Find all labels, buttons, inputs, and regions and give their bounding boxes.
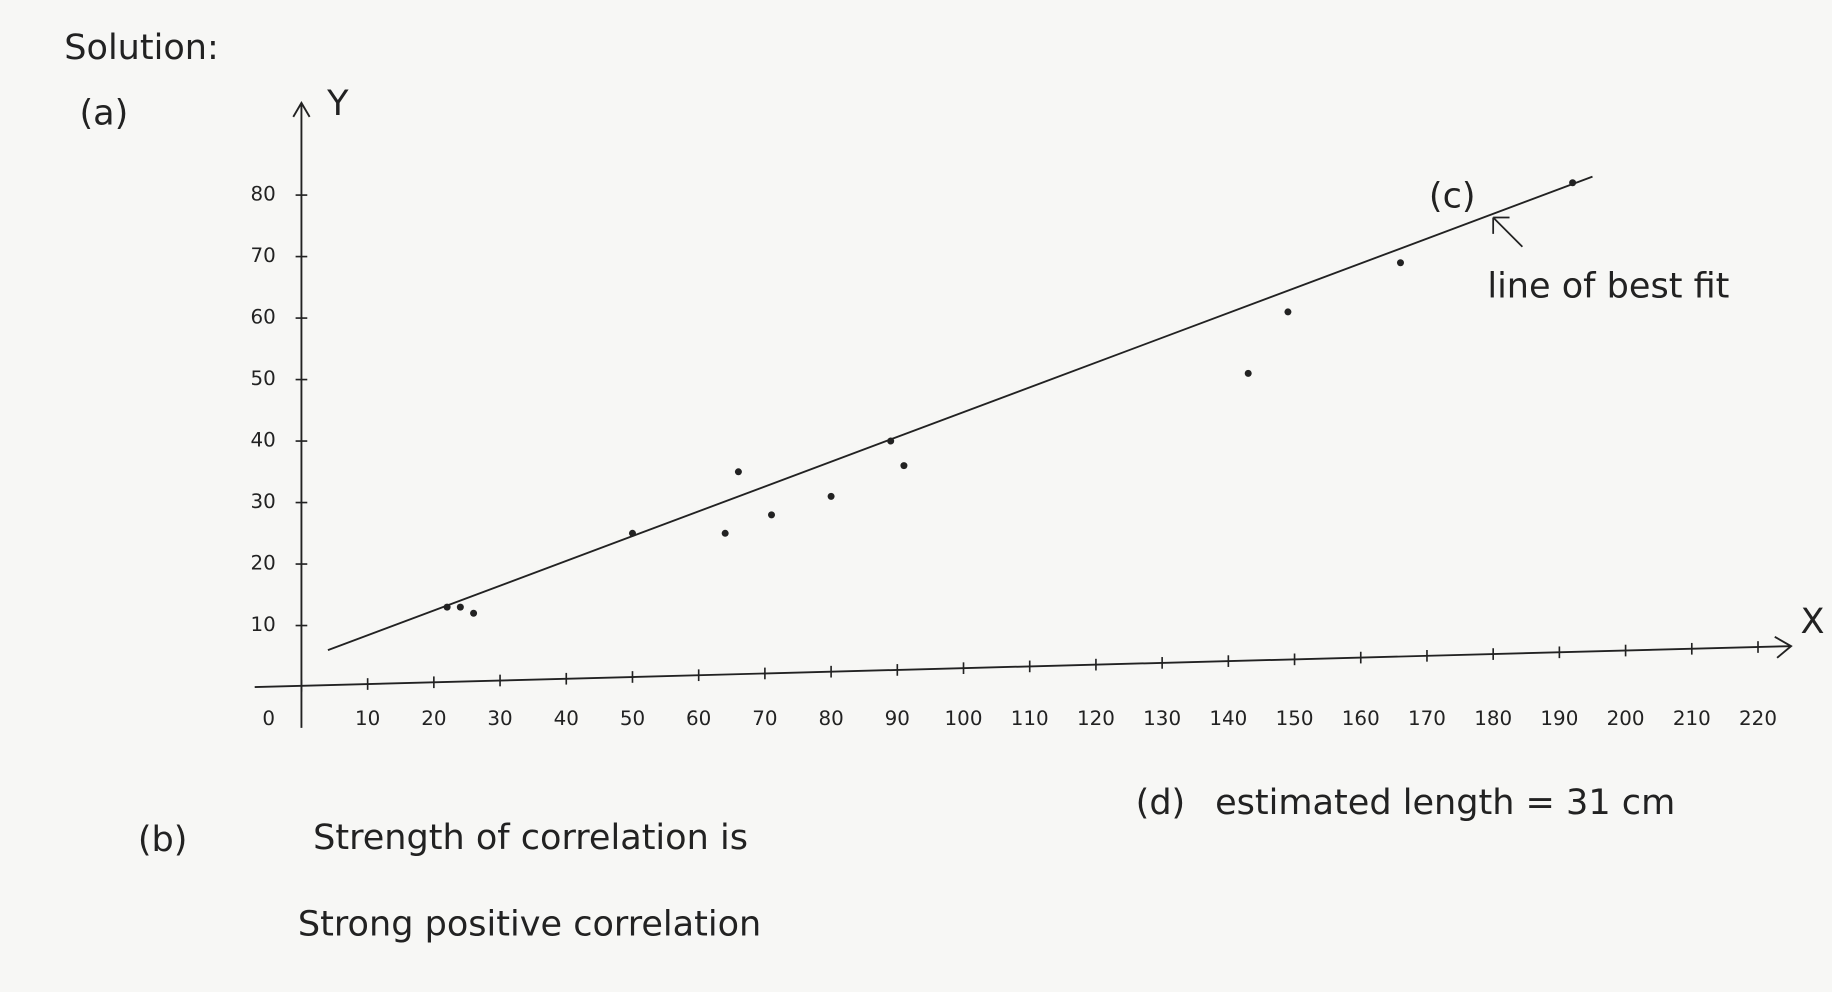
part-label: (a)	[79, 93, 128, 134]
x-axis-arrow	[1774, 635, 1793, 659]
x-tick-label: 200	[1607, 707, 1645, 730]
scatter-plot: Y X 10 20 30 40 50 60 70 80 0 10 20 30 40 50 60 70 80 90 100…	[250, 83, 1824, 730]
data-point	[721, 529, 729, 537]
annotation: (c)	[1429, 176, 1476, 217]
data-point	[1284, 308, 1292, 316]
answer: Strong positive correlation	[298, 903, 761, 944]
y-tick-label: 70	[250, 244, 275, 267]
y-axis-label: Y	[326, 83, 349, 124]
x-tick-label: 220	[1739, 707, 1777, 730]
x-axis-label: X	[1800, 601, 1824, 642]
y-axis-arrow	[292, 100, 311, 118]
x-tick-label: 120	[1077, 707, 1115, 730]
data-point	[1569, 179, 1577, 187]
data-point	[1396, 259, 1404, 267]
x-tick-label: 130	[1143, 707, 1181, 730]
x-tick-label: 90	[885, 707, 910, 730]
annotation-arrow	[1492, 216, 1524, 248]
x-tick-label: 170	[1408, 707, 1446, 730]
data-point	[456, 603, 464, 611]
x-tick-label: 50	[620, 707, 645, 730]
data-point	[470, 609, 478, 617]
x-tick-label: 160	[1342, 707, 1380, 730]
part-label: (d)	[1136, 782, 1186, 823]
question: Strength of correlation is	[313, 817, 748, 858]
data-point	[887, 437, 895, 445]
data-point	[900, 462, 908, 470]
data-point	[628, 529, 636, 537]
x-tick-label: 40	[554, 707, 579, 730]
data-point	[1244, 369, 1252, 377]
x-tick-label: 210	[1673, 707, 1711, 730]
x-tick-label: 70	[752, 707, 777, 730]
y-tick-label: 30	[250, 490, 275, 513]
x-tick-label: 140	[1209, 707, 1247, 730]
y-tick-label: 20	[250, 552, 275, 575]
data-point	[734, 468, 742, 476]
line-of-best-fit	[327, 175, 1593, 652]
x-tick-label: 150	[1276, 707, 1314, 730]
x-tick-label: 60	[686, 707, 711, 730]
data-point	[443, 603, 451, 611]
y-tick-label: 80	[250, 183, 275, 206]
x-tick-label: 110	[1011, 707, 1049, 730]
x-tick-label: 80	[818, 707, 843, 730]
data-point	[827, 492, 835, 500]
x-tick-label: 180	[1474, 707, 1512, 730]
x-tick-label: 100	[945, 707, 983, 730]
y-tick-label: 50	[250, 367, 275, 390]
y-tick-label: 60	[250, 306, 275, 329]
x-tick-label: 20	[421, 707, 446, 730]
data-point	[768, 511, 776, 519]
x-tick-label: 10	[355, 707, 380, 730]
x-tick-label: 0	[262, 707, 275, 730]
line-label: line of best fit	[1487, 266, 1729, 307]
part-label: (b)	[138, 819, 188, 860]
x-tick-label: 30	[487, 707, 512, 730]
x-axis	[254, 645, 1792, 688]
x-tick-label: 190	[1540, 707, 1578, 730]
y-tick-label: 10	[250, 613, 275, 636]
heading: Solution:	[64, 27, 219, 68]
answer: estimated length = 31 cm	[1215, 782, 1675, 823]
y-tick-label: 40	[250, 429, 275, 452]
